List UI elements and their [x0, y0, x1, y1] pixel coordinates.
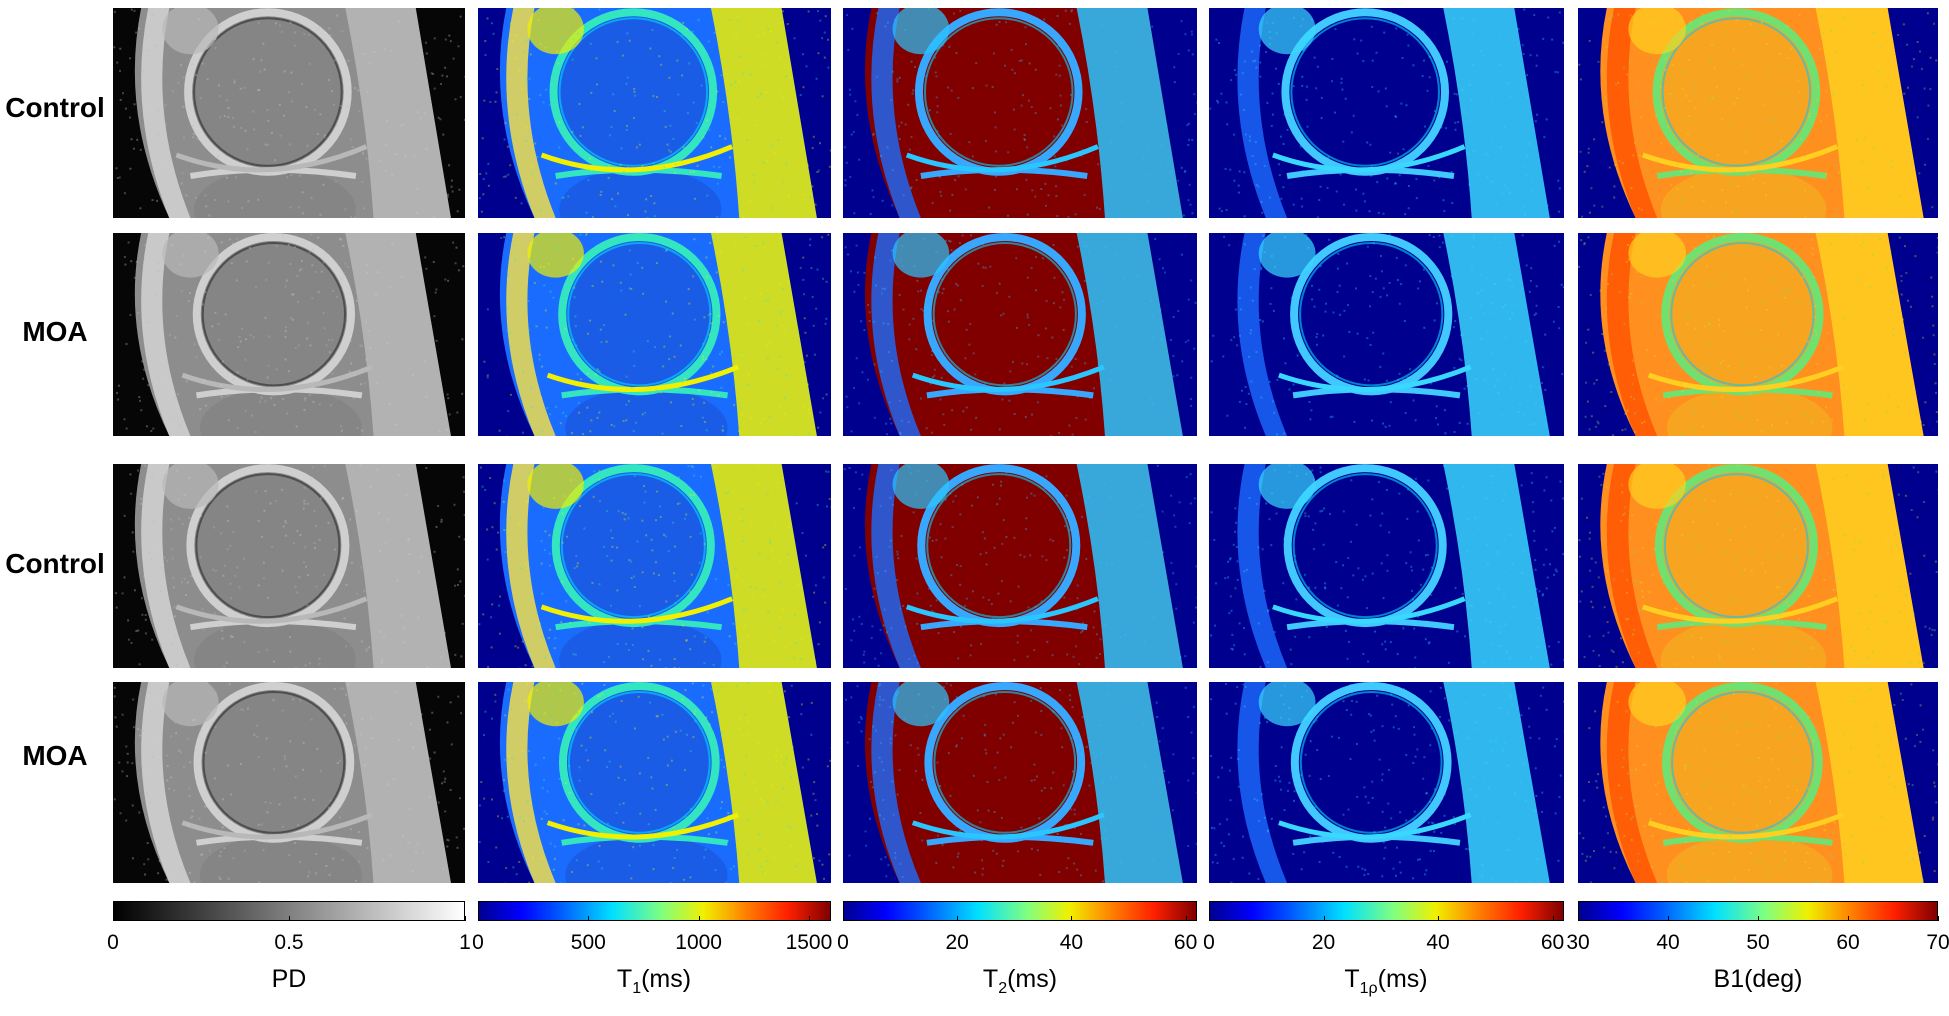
- mri-t1rho-map-row-1: [1209, 8, 1564, 218]
- colorbar-label-t1rho: T1ρ(ms): [1344, 965, 1428, 997]
- tick-label-b1-50: 50: [1746, 931, 1770, 954]
- row-label-control-2: Control: [5, 548, 105, 579]
- row-label-control-1: Control: [5, 92, 105, 123]
- tick-label-b1-30: 30: [1566, 931, 1590, 954]
- tick-mark: [588, 916, 590, 921]
- mri-t1-map-row-2: [478, 233, 831, 436]
- mri-t1-map-row-3: [478, 464, 831, 668]
- tick-mark: [843, 916, 844, 921]
- tick-mark: [1848, 916, 1849, 921]
- tick-label-t1-1000: 1000: [675, 931, 722, 954]
- mri-t2-map-row-4: [843, 682, 1197, 883]
- tick-label-pd-1: 1: [459, 931, 471, 954]
- tick-label-t1-500: 500: [570, 931, 606, 954]
- mri-t1rho-map-row-2: [1209, 233, 1564, 436]
- colorbar-label-t1: T1(ms): [616, 965, 692, 997]
- colorbar-label-b1: B1(deg): [1713, 965, 1803, 993]
- mri-pd-map-row-2: [113, 233, 465, 436]
- mri-t1-map-row-4: [478, 682, 831, 883]
- tick-mark: [1668, 916, 1669, 921]
- tick-label-t2-60: 60: [1173, 931, 1198, 954]
- row-label-moa-1: MOA: [22, 316, 88, 347]
- tick-label-t2-40: 40: [1059, 931, 1084, 954]
- tick-mark: [1552, 916, 1554, 921]
- mri-pd-map-row-3: [113, 464, 465, 668]
- tick-label-t1-0: 0: [472, 931, 484, 954]
- mri-b1-map-row-3: [1578, 464, 1938, 668]
- tick-mark: [1938, 916, 1939, 921]
- mri-b1-map-row-2: [1578, 233, 1938, 436]
- row-label-moa-2: MOA: [22, 740, 88, 771]
- tick-label-t1rho-60: 60: [1540, 931, 1565, 954]
- tick-mark: [478, 916, 479, 921]
- mri-t2-map-row-3: [843, 464, 1197, 668]
- mri-t2-map-row-1: [843, 8, 1197, 218]
- tick-mark: [1209, 916, 1210, 921]
- tick-label-b1-40: 40: [1656, 931, 1680, 954]
- tick-mark: [113, 916, 114, 921]
- tick-label-t1rho-40: 40: [1426, 931, 1450, 954]
- tick-label-t1-1500: 1500: [785, 931, 833, 954]
- tick-mark: [957, 916, 959, 921]
- mri-pd-map-row-1: [113, 8, 465, 218]
- tick-mark: [1185, 916, 1187, 921]
- mri-t1rho-map-row-3: [1209, 464, 1564, 668]
- tick-mark: [1758, 916, 1759, 921]
- tick-label-pd-0.5: 0.5: [274, 931, 304, 954]
- tick-label-b1-60: 60: [1836, 931, 1860, 954]
- tick-mark: [289, 916, 290, 921]
- tick-mark: [1578, 916, 1579, 921]
- tick-label-b1-70: 70: [1926, 931, 1949, 954]
- tick-mark: [1323, 916, 1325, 921]
- mri-b1-map-row-4: [1578, 682, 1938, 883]
- colorbar-label-t2: T2(ms): [982, 965, 1058, 997]
- tick-label-t1rho-0: 0: [1203, 931, 1215, 954]
- mri-pd-map-row-4: [113, 682, 465, 883]
- tick-mark: [1071, 916, 1073, 921]
- mri-b1-map-row-1: [1578, 8, 1938, 218]
- colorbar-label-pd: PD: [271, 965, 307, 993]
- colorbar-t2: [843, 901, 1197, 921]
- tick-label-t1rho-20: 20: [1311, 931, 1336, 954]
- colorbar-t1rho: [1209, 901, 1564, 921]
- tick-mark: [808, 916, 810, 921]
- tick-label-t2-0: 0: [837, 931, 849, 954]
- tick-mark: [698, 916, 700, 921]
- tick-mark: [465, 916, 466, 921]
- mri-t1-map-row-1: [478, 8, 831, 218]
- tick-mark: [1438, 916, 1440, 921]
- tick-label-t2-20: 20: [945, 931, 969, 954]
- mri-t2-map-row-2: [843, 233, 1197, 436]
- mri-t1rho-map-row-4: [1209, 682, 1564, 883]
- colorbar-t1: [478, 901, 831, 921]
- tick-label-pd-0: 0: [107, 931, 119, 954]
